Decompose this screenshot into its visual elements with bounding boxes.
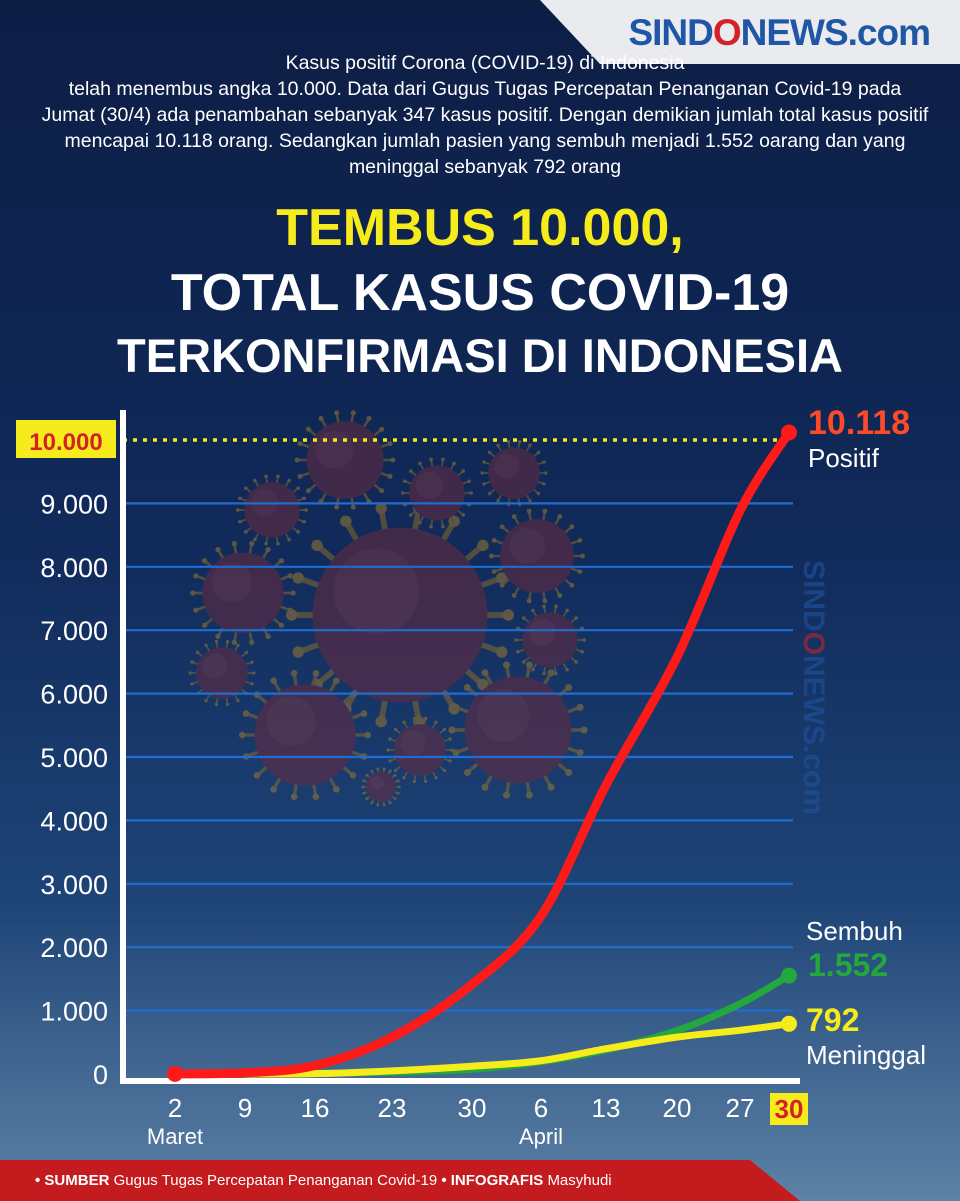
x-tick-label: 20	[663, 1093, 692, 1123]
start-point	[167, 1065, 183, 1082]
virus-particle	[448, 661, 588, 799]
y-tick-label: 3.000	[40, 870, 108, 900]
x-tick-label: 30	[458, 1093, 487, 1123]
logo-banner	[540, 0, 960, 64]
x-tick-highlight	[770, 1093, 808, 1125]
svg-text:10.000: 10.000	[29, 429, 102, 456]
positif-name-label: Positif	[808, 443, 880, 473]
x-tick-label: 6	[534, 1093, 548, 1123]
end-point-meninggal	[781, 1015, 797, 1032]
headline-line2: TOTAL KASUS COVID-19	[170, 264, 790, 322]
reference-label: 10.000	[16, 420, 116, 458]
y-tick-label: 1.000	[40, 997, 108, 1027]
virus-particle	[286, 502, 514, 728]
side-watermark: SINDONEWS.com	[797, 560, 830, 815]
headline-line1: TEMBUS 10.000,	[276, 199, 684, 257]
y-tick-label: 7.000	[40, 616, 108, 646]
sembuh-name-label: Sembuh	[806, 916, 903, 946]
virus-particle	[401, 457, 474, 529]
intro-paragraph: Kasus positif Corona (COVID-19) di Indon…	[41, 52, 929, 178]
brand-logo: SINDONEWS.com	[540, 0, 960, 64]
y-tick-label: 4.000	[40, 806, 108, 836]
series-line-meninggal	[171, 1020, 793, 1078]
y-tick-label: 9.000	[40, 489, 108, 519]
sembuh-value-label: 1.552	[808, 947, 888, 983]
logo-text: SINDONEWS.com	[628, 12, 931, 53]
watermark-text: SINDONEWS.com	[797, 560, 830, 815]
virus-particle	[489, 508, 585, 604]
month-label-april: April	[519, 1124, 563, 1149]
x-tick-label: 27	[726, 1093, 755, 1123]
virus-particle	[190, 540, 296, 646]
virus-particle	[188, 639, 256, 707]
headline-line3: TERKONFIRMASI DI INDONESIA	[117, 329, 843, 382]
month-label-maret: Maret	[147, 1124, 203, 1149]
x-tick-label: 16	[301, 1093, 330, 1123]
series-line-positif	[170, 428, 794, 1079]
meninggal-value-label: 792	[806, 1002, 859, 1038]
virus-particle	[239, 669, 372, 801]
end-point-sembuh	[781, 967, 797, 984]
series-line-sembuh	[171, 972, 793, 1078]
x-tick-label: 30	[775, 1094, 804, 1124]
virus-particle	[361, 767, 401, 807]
y-tick-label: 8.000	[40, 553, 108, 583]
x-tick-label: 2	[168, 1093, 182, 1123]
virus-particle	[514, 604, 586, 676]
y-tick-label: 5.000	[40, 743, 108, 773]
virus-particle	[480, 439, 548, 507]
line-chart: 0 1.000 2.000 3.000 4.000 5.000 6.000 7.000 8.00…	[16, 404, 926, 1149]
y-tick-label: 0	[93, 1060, 108, 1090]
virus-illustration	[188, 410, 588, 807]
footer-text: • SUMBER Gugus Tugas Percepatan Penangan…	[35, 1172, 612, 1189]
positif-value-label: 10.118	[808, 404, 910, 442]
x-tick-label: 9	[238, 1093, 252, 1123]
end-point-positif	[781, 424, 797, 441]
x-tick-label: 23	[378, 1093, 407, 1123]
meninggal-name-label: Meninggal	[806, 1040, 926, 1070]
footer-bar: • SUMBER Gugus Tugas Percepatan Penangan…	[0, 1160, 960, 1201]
y-tick-label: 2.000	[40, 933, 108, 963]
virus-particle	[386, 716, 454, 784]
y-tick-label: 6.000	[40, 680, 108, 710]
virus-particle	[294, 410, 396, 510]
footer-banner	[0, 1160, 800, 1201]
virus-particle	[236, 474, 309, 546]
x-tick-label: 13	[592, 1093, 621, 1123]
